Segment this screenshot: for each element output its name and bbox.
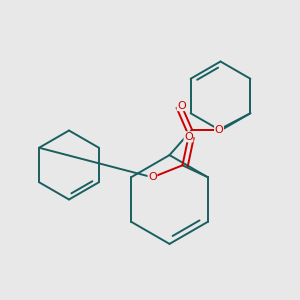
Text: O: O (214, 124, 224, 135)
Text: O: O (184, 132, 193, 142)
Text: O: O (148, 172, 157, 182)
Text: O: O (177, 100, 186, 111)
